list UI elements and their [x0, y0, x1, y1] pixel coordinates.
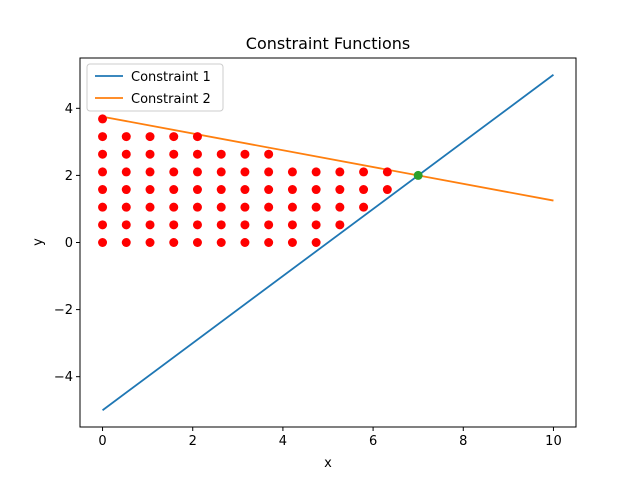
- feasible-point: [98, 185, 108, 195]
- x-tick-label: 0: [98, 434, 106, 449]
- plot-area: [98, 74, 554, 411]
- feasible-point: [169, 132, 179, 142]
- y-tick-label: −2: [54, 303, 73, 318]
- feasible-point: [121, 132, 131, 142]
- feasible-point: [192, 220, 202, 230]
- feasible-point: [335, 220, 345, 230]
- feasible-point: [264, 238, 274, 247]
- feasible-point: [287, 185, 297, 195]
- feasible-point: [145, 132, 155, 142]
- feasible-point: [192, 149, 202, 159]
- feasible-point: [192, 202, 202, 212]
- feasible-point: [335, 185, 345, 195]
- feasible-point: [121, 149, 131, 159]
- feasible-point: [145, 202, 155, 212]
- feasible-point: [264, 167, 274, 177]
- feasible-point: [169, 149, 179, 159]
- feasible-point: [192, 132, 202, 142]
- chart-title: Constraint Functions: [246, 34, 410, 53]
- feasible-point: [240, 185, 250, 195]
- feasible-point: [169, 202, 179, 212]
- series-line-constraint-1: [102, 74, 554, 411]
- feasible-point: [359, 202, 369, 212]
- y-tick-label: 2: [65, 169, 73, 184]
- feasible-point: [145, 238, 155, 247]
- feasible-point: [382, 185, 392, 195]
- feasible-point: [264, 220, 274, 230]
- feasible-point: [98, 149, 108, 159]
- optimum-point: [413, 170, 423, 180]
- legend-label-constraint-1: Constraint 1: [131, 70, 211, 85]
- series-line-constraint-2: [102, 115, 554, 202]
- x-tick-label: 8: [459, 434, 467, 449]
- feasible-point: [216, 167, 226, 177]
- feasible-point: [145, 185, 155, 195]
- feasible-point: [145, 167, 155, 177]
- feasible-point: [145, 149, 155, 159]
- feasible-point: [98, 220, 108, 230]
- feasible-point: [264, 185, 274, 195]
- feasible-point: [287, 220, 297, 230]
- feasible-point: [311, 185, 321, 195]
- axis-ticks: 0 2 4 6 8 10 −4 −2 0 2 4: [54, 102, 562, 449]
- feasible-point: [240, 220, 250, 230]
- y-axis-label: y: [31, 238, 46, 246]
- feasible-point: [216, 238, 226, 247]
- feasible-point: [287, 202, 297, 212]
- feasible-point: [169, 238, 179, 247]
- feasible-point: [382, 167, 392, 177]
- feasible-point: [192, 238, 202, 247]
- feasible-point: [121, 238, 131, 247]
- feasible-point: [335, 167, 345, 177]
- x-tick-label: 4: [279, 434, 287, 449]
- feasible-point: [192, 167, 202, 177]
- feasible-point: [311, 202, 321, 212]
- feasible-point: [98, 238, 108, 247]
- feasible-point: [240, 167, 250, 177]
- feasible-point: [169, 220, 179, 230]
- x-tick-label: 2: [189, 434, 197, 449]
- y-tick-label: 4: [65, 102, 73, 117]
- feasible-point: [240, 238, 250, 247]
- legend: Constraint 1 Constraint 2: [86, 63, 224, 112]
- legend-label-constraint-2: Constraint 2: [131, 92, 211, 107]
- x-tick-label: 10: [545, 434, 562, 449]
- y-tick-label: −4: [54, 370, 73, 385]
- feasible-point: [121, 202, 131, 212]
- feasible-point: [240, 149, 250, 159]
- feasible-point: [359, 167, 369, 177]
- feasible-point: [98, 167, 108, 177]
- feasible-point: [216, 202, 226, 212]
- feasible-point: [98, 132, 108, 142]
- feasible-point: [216, 149, 226, 159]
- feasible-point: [121, 167, 131, 177]
- feasible-point: [98, 202, 108, 212]
- x-tick-label: 6: [369, 434, 377, 449]
- feasible-point: [311, 220, 321, 230]
- feasible-point: [264, 149, 274, 159]
- x-axis-label: x: [324, 456, 332, 471]
- feasible-point: [216, 220, 226, 230]
- feasible-point: [216, 185, 226, 195]
- feasible-point: [169, 185, 179, 195]
- feasible-point: [311, 238, 321, 247]
- feasible-point: [121, 185, 131, 195]
- feasible-point: [145, 220, 155, 230]
- feasible-point: [287, 238, 297, 247]
- feasible-point: [121, 220, 131, 230]
- feasible-point: [335, 202, 345, 212]
- feasible-point: [169, 167, 179, 177]
- feasible-point: [287, 167, 297, 177]
- feasible-point: [240, 202, 250, 212]
- feasible-point: [192, 185, 202, 195]
- feasible-point: [359, 185, 369, 195]
- y-tick-label: 0: [65, 236, 73, 251]
- feasible-point: [98, 114, 108, 124]
- feasible-point: [264, 202, 274, 212]
- feasible-point: [311, 167, 321, 177]
